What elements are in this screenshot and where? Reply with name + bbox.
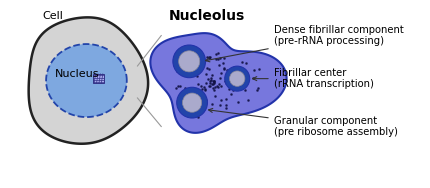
Text: Nucleolus: Nucleolus <box>169 9 245 24</box>
Polygon shape <box>93 74 104 83</box>
Text: Nucleus: Nucleus <box>55 69 99 79</box>
Circle shape <box>178 51 200 72</box>
Text: Dense fibrillar component
(pre-rRNA processing): Dense fibrillar component (pre-rRNA proc… <box>206 25 403 62</box>
Text: Granular component
(pre ribosome assembly): Granular component (pre ribosome assembl… <box>209 108 398 137</box>
Polygon shape <box>150 33 287 133</box>
Polygon shape <box>29 17 148 144</box>
Circle shape <box>230 71 245 86</box>
Circle shape <box>177 87 207 118</box>
Text: Fibrillar center
(rRNA transcription): Fibrillar center (rRNA transcription) <box>253 68 374 89</box>
Text: Cell: Cell <box>43 11 63 21</box>
Circle shape <box>225 66 250 91</box>
Circle shape <box>182 93 202 112</box>
Circle shape <box>173 45 206 78</box>
Polygon shape <box>46 44 127 117</box>
